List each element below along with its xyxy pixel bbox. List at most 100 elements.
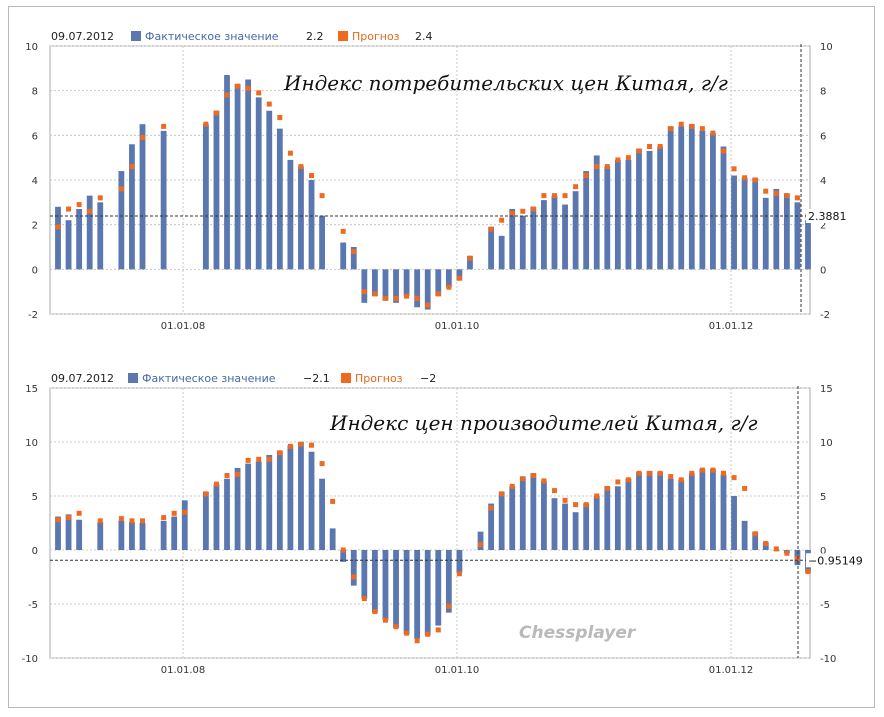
chart-1: 10 10 8 8 6 6 4 4 2 2 0 0 -2 -2 01.01.08 01.01.10 01.01.… bbox=[25, 30, 856, 332]
forecast-marker bbox=[340, 228, 346, 234]
actual-bar bbox=[456, 269, 463, 281]
actual-bar bbox=[298, 166, 304, 270]
actual-bar bbox=[551, 498, 558, 550]
chart-title: Индекс цен производителей Китая, г/г bbox=[329, 411, 757, 435]
actual-bar bbox=[245, 79, 252, 270]
y-tick-left: 8 bbox=[32, 87, 38, 98]
forecast-marker bbox=[118, 516, 124, 522]
forecast-marker bbox=[678, 477, 684, 483]
legend-actual-label: Фактическое значение bbox=[145, 30, 279, 43]
actual-bar bbox=[646, 471, 653, 550]
actual-bar bbox=[361, 269, 368, 303]
actual-bar bbox=[604, 166, 611, 270]
actual-bar bbox=[699, 469, 706, 550]
forecast-marker bbox=[530, 206, 536, 212]
forecast-marker bbox=[615, 479, 621, 485]
actual-bar bbox=[371, 269, 378, 297]
forecast-marker bbox=[530, 472, 536, 478]
actual-bar bbox=[731, 175, 737, 270]
actual-bar bbox=[541, 200, 547, 270]
forecast-marker bbox=[446, 284, 452, 290]
forecast-marker bbox=[594, 164, 600, 170]
forecast-marker bbox=[55, 224, 61, 230]
actual-bar bbox=[76, 519, 83, 550]
forecast-marker bbox=[541, 478, 547, 484]
actual-bar bbox=[160, 520, 167, 550]
actual-bar bbox=[488, 503, 495, 550]
forecast-marker bbox=[118, 186, 124, 192]
reference-label: 2.3881 bbox=[808, 210, 847, 223]
watermark: Chessplayer bbox=[519, 623, 637, 643]
actual-bar bbox=[393, 269, 399, 303]
forecast-marker bbox=[583, 502, 589, 508]
forecast-marker bbox=[689, 123, 695, 129]
legend: 09.07.2012 Фактическое значение 2.2 Прогноз… bbox=[51, 30, 433, 43]
forecast-marker bbox=[625, 155, 631, 161]
y-tick-left: 4 bbox=[32, 176, 38, 187]
forecast-marker bbox=[604, 485, 610, 491]
actual-bar bbox=[530, 206, 537, 270]
forecast-marker bbox=[224, 472, 230, 478]
actual-bar bbox=[456, 550, 463, 573]
forecast-marker bbox=[266, 456, 272, 462]
forecast-marker bbox=[763, 541, 769, 547]
forecast-marker bbox=[456, 571, 462, 577]
actual-bar bbox=[266, 454, 273, 550]
actual-bar bbox=[614, 486, 621, 550]
actual-bar bbox=[276, 128, 283, 270]
forecast-marker bbox=[203, 491, 209, 497]
actual-bar bbox=[794, 202, 801, 270]
actual-bar bbox=[541, 480, 547, 550]
actual-bar bbox=[741, 520, 748, 550]
chart-title: Индекс потребительских цен Китая, г/г bbox=[283, 71, 728, 95]
actual-bar bbox=[382, 550, 389, 621]
actual-bar bbox=[97, 521, 104, 550]
forecast-marker bbox=[404, 293, 410, 299]
legend-actual-value: 2.2 bbox=[306, 30, 324, 43]
y-tick-right: 0 bbox=[820, 546, 826, 557]
y-tick-right: 10 bbox=[820, 438, 833, 449]
actual-bar bbox=[572, 512, 579, 550]
forecast-marker bbox=[551, 488, 557, 494]
forecast-marker bbox=[161, 515, 167, 521]
actual-bar bbox=[340, 242, 347, 270]
x-tick-label: 01.01.08 bbox=[161, 665, 206, 676]
forecast-marker bbox=[509, 211, 515, 216]
actual-bar bbox=[741, 177, 748, 270]
reference-label: −0.95149 bbox=[808, 554, 863, 567]
y-tick-right: 6 bbox=[820, 131, 826, 142]
forecast-marker bbox=[573, 502, 579, 508]
actual-bar bbox=[551, 195, 558, 270]
actual-bar bbox=[752, 531, 759, 550]
actual-bar bbox=[129, 144, 135, 270]
actual-bar bbox=[731, 496, 737, 550]
forecast-marker bbox=[520, 476, 526, 482]
forecast-marker bbox=[140, 135, 146, 141]
actual-bar bbox=[202, 124, 209, 270]
y-tick-right: 10 bbox=[820, 42, 833, 53]
actual-bar bbox=[202, 491, 209, 550]
y-tick-right: -5 bbox=[820, 600, 830, 611]
forecast-marker bbox=[277, 450, 283, 456]
forecast-marker bbox=[224, 92, 230, 98]
forecast-marker bbox=[256, 456, 262, 462]
forecast-marker bbox=[425, 302, 431, 308]
y-tick-left: -2 bbox=[28, 310, 38, 321]
legend-forecast-label: Прогноз bbox=[352, 30, 400, 43]
actual-bar bbox=[139, 523, 146, 550]
actual-bar bbox=[287, 445, 294, 550]
actual-bar bbox=[414, 269, 421, 308]
actual-bar bbox=[435, 269, 442, 297]
forecast-marker bbox=[203, 121, 209, 127]
forecast-marker bbox=[245, 85, 251, 91]
forecast-marker bbox=[425, 631, 431, 637]
forecast-marker bbox=[742, 175, 748, 181]
legend-forecast-label: Прогноз bbox=[355, 372, 403, 385]
actual-bar bbox=[805, 220, 811, 270]
actual-bar bbox=[298, 442, 304, 550]
actual-bar bbox=[667, 478, 674, 550]
actual-bar bbox=[762, 197, 769, 270]
forecast-marker bbox=[319, 193, 325, 199]
actual-bar bbox=[572, 191, 579, 270]
